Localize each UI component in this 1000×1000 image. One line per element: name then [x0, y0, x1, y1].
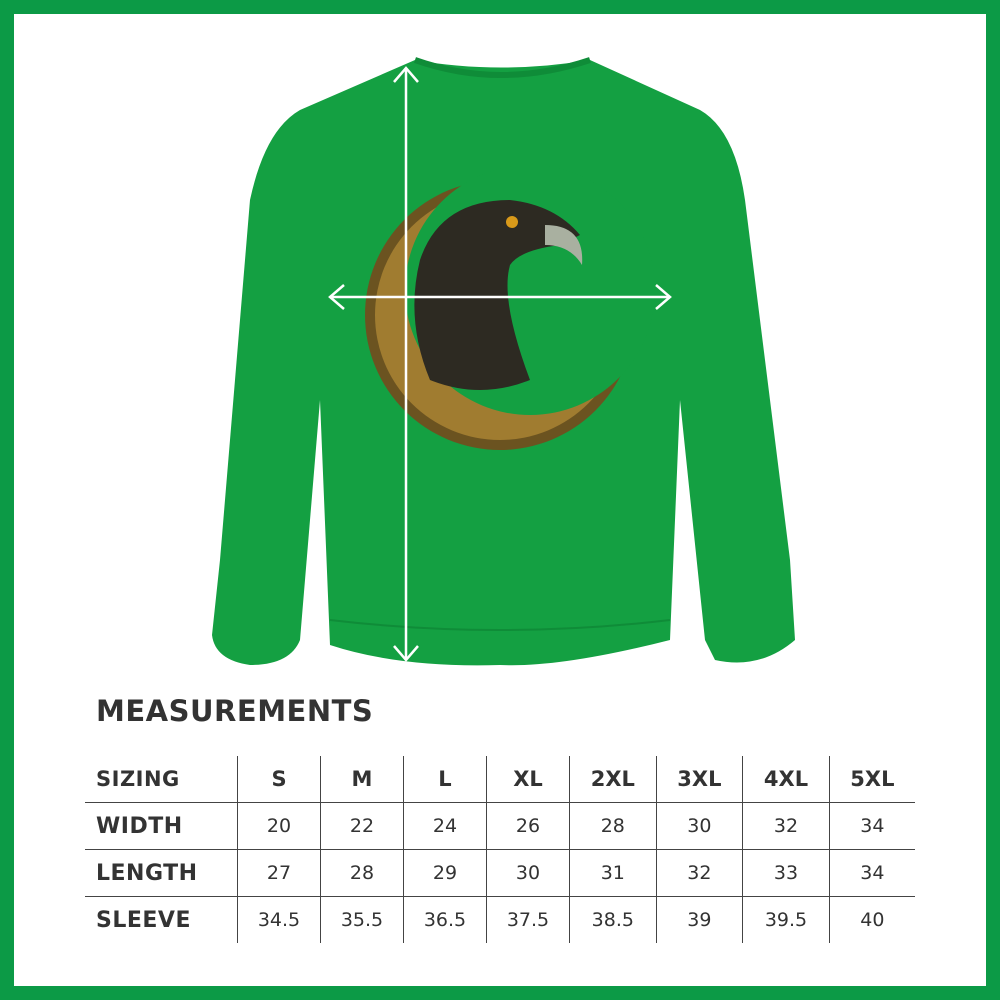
cell: 39.5 [742, 896, 830, 943]
cell: 32 [742, 802, 830, 850]
table-header-row: SIZING S M L XL 2XL 3XL 4XL 5XL [85, 756, 915, 803]
cell: 26 [486, 802, 570, 850]
cell: 33 [742, 849, 830, 897]
table-row: WIDTH 20 22 24 26 28 30 32 34 [85, 802, 915, 850]
cell: 34 [828, 802, 915, 850]
cell: 39 [655, 896, 743, 943]
row-label: SIZING [96, 767, 180, 791]
size-header: M [320, 756, 404, 803]
cell: 37.5 [486, 896, 570, 943]
cell: 24 [403, 802, 487, 850]
cell: 31 [569, 849, 657, 897]
size-chart-table: SIZING S M L XL 2XL 3XL 4XL 5XL WIDTH 20… [85, 756, 915, 943]
cell: 30 [655, 802, 743, 850]
size-header: 2XL [569, 756, 657, 803]
cell: 20 [237, 802, 321, 850]
cell: 28 [320, 849, 404, 897]
row-label: WIDTH [85, 802, 238, 850]
cell: 27 [237, 849, 321, 897]
measurement-arrows [328, 66, 672, 662]
cell: 40 [828, 896, 915, 943]
cell: 38.5 [569, 896, 657, 943]
cell: 34 [828, 849, 915, 897]
cell: 22 [320, 802, 404, 850]
table-row: SLEEVE 34.5 35.5 36.5 37.5 38.5 39 39.5 … [85, 896, 915, 943]
size-header: 3XL [655, 756, 743, 803]
cell: 35.5 [320, 896, 404, 943]
measurements-title: MEASUREMENTS [96, 694, 374, 728]
table-row: LENGTH 27 28 29 30 31 32 33 34 [85, 849, 915, 897]
cell: 32 [655, 849, 743, 897]
sweatshirt-image [212, 57, 795, 666]
size-header: 4XL [742, 756, 830, 803]
size-header: L [403, 756, 487, 803]
cell: 36.5 [403, 896, 487, 943]
row-label: SLEEVE [85, 896, 238, 943]
size-header: 5XL [828, 756, 915, 803]
cell: 30 [486, 849, 570, 897]
size-header: XL [486, 756, 570, 803]
size-header: S [237, 756, 321, 803]
cell: 28 [569, 802, 657, 850]
row-label: LENGTH [85, 849, 238, 897]
cell: 29 [403, 849, 487, 897]
cell: 34.5 [237, 896, 321, 943]
eagle-crescent-artwork [365, 165, 655, 450]
